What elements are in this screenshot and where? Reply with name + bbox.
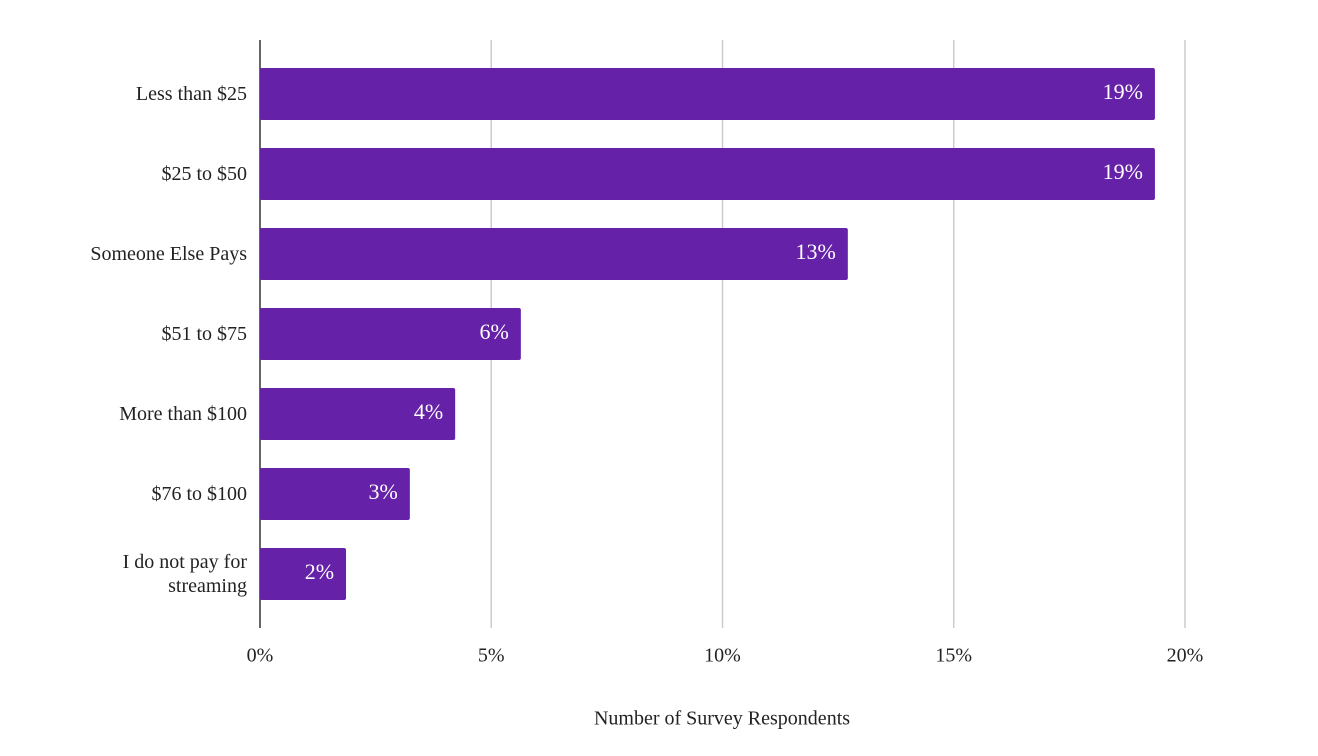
x-axis-title: Number of Survey Respondents	[594, 708, 850, 730]
value-label: 4%	[414, 399, 443, 424]
value-label: 19%	[1103, 159, 1143, 184]
y-tick-label: Less than $25	[135, 83, 247, 105]
y-tick-label: $25 to $50	[161, 163, 247, 185]
value-label: 3%	[369, 479, 398, 504]
value-label: 6%	[480, 319, 509, 344]
y-tick-label: Someone Else Pays	[90, 243, 247, 265]
value-label: 19%	[1103, 79, 1143, 104]
value-label: 2%	[305, 559, 334, 584]
y-tick-label: $76 to $100	[151, 483, 247, 505]
x-tick-label: 15%	[935, 645, 972, 667]
x-tick-label: 10%	[704, 645, 741, 667]
bar	[260, 228, 848, 280]
bar	[260, 388, 456, 440]
bar	[260, 548, 347, 600]
x-tick-label: 5%	[478, 645, 505, 667]
y-tick-label: I do not pay for streaming	[122, 551, 247, 597]
x-tick-label: 0%	[247, 645, 274, 667]
bar	[260, 68, 1155, 120]
bar	[260, 468, 410, 520]
value-label: 13%	[796, 239, 836, 264]
bar	[260, 308, 521, 360]
x-tick-label: 20%	[1167, 645, 1204, 667]
bar	[260, 148, 1155, 200]
y-tick-label: More than $100	[119, 403, 247, 425]
y-tick-label: $51 to $75	[161, 323, 247, 345]
